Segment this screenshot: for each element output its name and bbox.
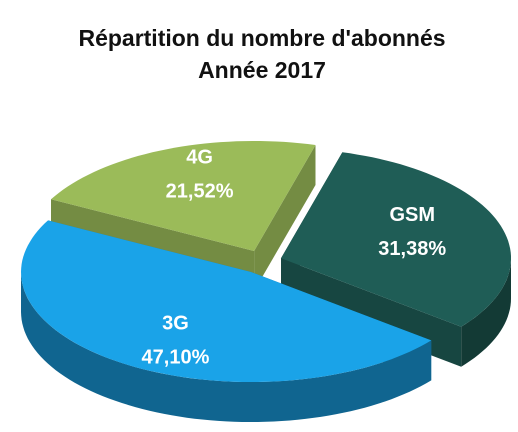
slice-value-label: 21,52% [166,180,234,202]
slice-rim [21,272,432,422]
slice-category: 4G [186,146,213,168]
slice-side [254,145,316,291]
pie-slice [21,220,432,382]
pie-slice [51,141,316,251]
slice-category: 3G [162,312,189,334]
slice-rim [461,258,511,367]
slice-value-label: 47,10% [142,346,210,368]
slice-category: GSM [389,204,435,226]
chart-title: Répartition du nombre d'abonnés [78,25,445,51]
slice-value-label: 31,38% [378,238,446,260]
chart-subtitle: Année 2017 [198,57,326,83]
pie-slice [281,152,511,327]
